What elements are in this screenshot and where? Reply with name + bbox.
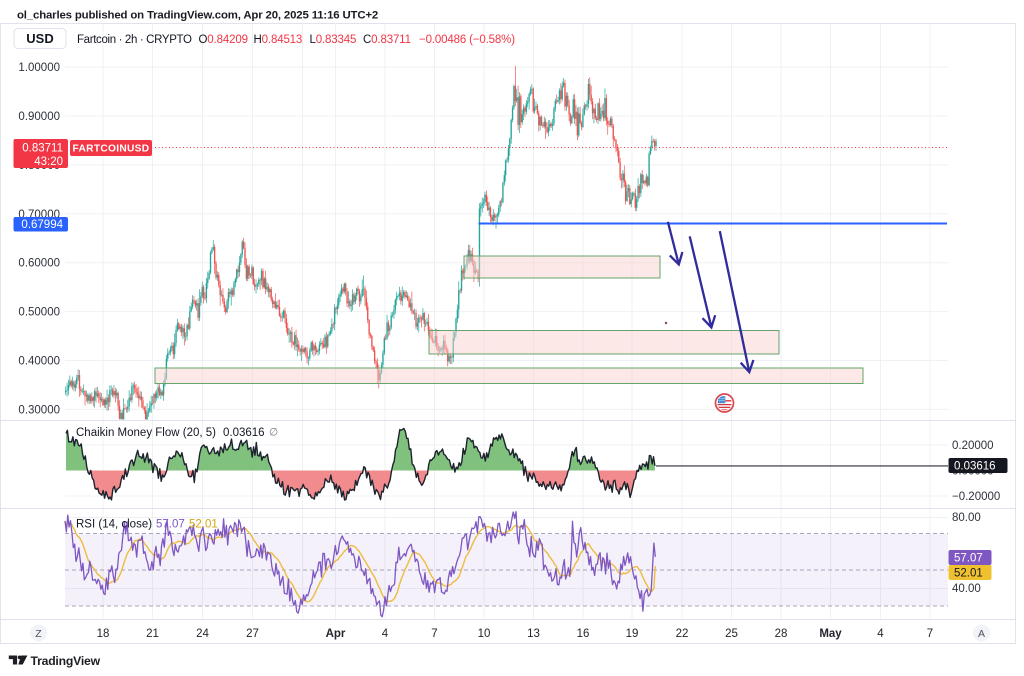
svg-text:24: 24 (196, 628, 209, 640)
svg-text:52.01: 52.01 (189, 519, 218, 531)
svg-text:TradingView: TradingView (31, 654, 101, 668)
svg-text:FARTCOINUSD: FARTCOINUSD (73, 144, 150, 155)
svg-text:22: 22 (676, 628, 689, 640)
svg-text:1.00000: 1.00000 (18, 62, 60, 74)
svg-text:16: 16 (577, 628, 590, 640)
svg-text:USD: USD (26, 31, 53, 46)
svg-text:7: 7 (431, 628, 437, 640)
svg-text:25: 25 (725, 628, 738, 640)
svg-text:Z: Z (35, 628, 42, 640)
svg-text:52.01: 52.01 (954, 568, 983, 580)
svg-text:ol_charles published on Tradin: ol_charles published on TradingView.com,… (17, 10, 378, 22)
svg-text:21: 21 (146, 628, 159, 640)
svg-text:57.07: 57.07 (156, 519, 185, 531)
svg-text:57.07: 57.07 (954, 553, 983, 565)
svg-text:0.67994: 0.67994 (21, 219, 63, 231)
svg-text:13: 13 (527, 628, 540, 640)
svg-text:Fartcoin · 2h · CRYPTO: Fartcoin · 2h · CRYPTO (77, 34, 192, 46)
svg-text:0.30000: 0.30000 (18, 404, 60, 416)
svg-text:Chaikin Money Flow (20, 5): Chaikin Money Flow (20, 5) (76, 427, 216, 439)
svg-text:∅: ∅ (269, 427, 278, 439)
svg-text:May: May (819, 628, 842, 640)
svg-text:−0.20000: −0.20000 (952, 491, 1000, 503)
svg-text:C0.83711: C0.83711 (363, 34, 411, 46)
svg-text:Apr: Apr (326, 628, 346, 640)
svg-text:10: 10 (478, 628, 491, 640)
svg-text:19: 19 (626, 628, 639, 640)
svg-text:H0.84513: H0.84513 (254, 34, 303, 46)
svg-text:80.00: 80.00 (952, 512, 981, 524)
svg-text:7: 7 (927, 628, 933, 640)
svg-text:0.20000: 0.20000 (952, 440, 994, 452)
svg-text:27: 27 (246, 628, 259, 640)
svg-text:O0.84209: O0.84209 (199, 34, 248, 46)
svg-text:4: 4 (382, 628, 389, 640)
svg-text:0.50000: 0.50000 (18, 307, 60, 319)
svg-text:0.40000: 0.40000 (18, 356, 60, 368)
svg-text:−0.00486 (−0.58%): −0.00486 (−0.58%) (419, 34, 515, 46)
svg-text:0.90000: 0.90000 (18, 111, 60, 123)
svg-text:18: 18 (97, 628, 110, 640)
svg-text:40.00: 40.00 (952, 583, 981, 595)
svg-text:0.83711: 0.83711 (22, 143, 63, 155)
svg-text:43:20: 43:20 (34, 156, 63, 168)
svg-text:L0.83345: L0.83345 (310, 34, 357, 46)
svg-text:0.60000: 0.60000 (18, 258, 60, 270)
svg-text:28: 28 (775, 628, 788, 640)
svg-text:4: 4 (877, 628, 884, 640)
svg-text:A: A (978, 628, 985, 640)
svg-text:RSI (14, close): RSI (14, close) (76, 519, 152, 531)
svg-text:0.03616: 0.03616 (223, 427, 265, 439)
svg-text:0.03616: 0.03616 (954, 461, 996, 473)
